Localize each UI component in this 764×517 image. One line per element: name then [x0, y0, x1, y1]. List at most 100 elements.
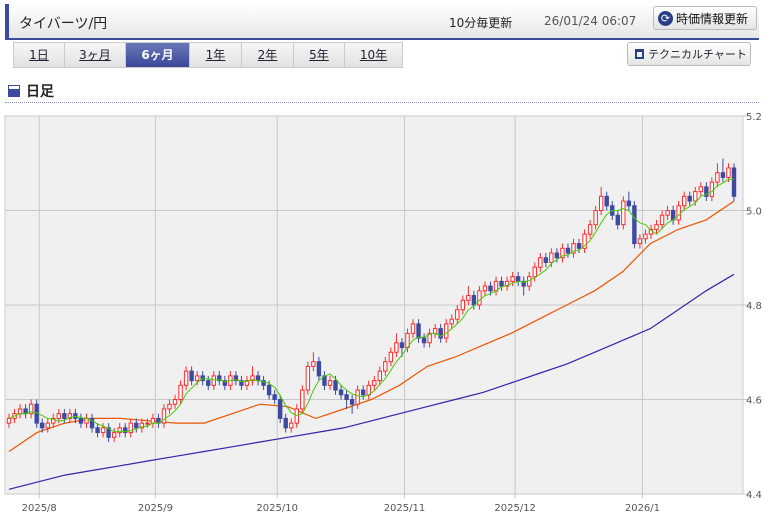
- x-tick-label: 2025/10: [256, 503, 298, 514]
- tab-2y[interactable]: 2年: [242, 43, 294, 67]
- candle: [444, 319, 449, 343]
- candle-body: [444, 323, 449, 339]
- candle-body: [499, 280, 504, 287]
- tab-1d[interactable]: 1日: [14, 43, 65, 67]
- candle-body: [206, 380, 211, 386]
- tab-5y[interactable]: 5年: [294, 43, 345, 67]
- candle: [477, 286, 482, 310]
- candle-body: [372, 380, 377, 386]
- candle-body: [416, 323, 421, 339]
- refresh-button[interactable]: ⟳ 時価情報更新: [653, 6, 757, 30]
- candle: [582, 229, 587, 254]
- candle: [250, 366, 255, 386]
- candle-body: [460, 299, 466, 311]
- candle: [172, 394, 178, 409]
- candle-body: [51, 417, 56, 424]
- tab-6m[interactable]: 6ヶ月: [126, 43, 190, 67]
- candle-body: [731, 167, 737, 197]
- candle-body: [289, 422, 294, 429]
- candle: [111, 427, 117, 443]
- candle-body: [532, 266, 537, 278]
- candle-body: [383, 361, 388, 372]
- candle-body: [676, 205, 681, 221]
- candle-body: [366, 384, 371, 396]
- candle: [632, 201, 637, 249]
- candle: [532, 262, 537, 282]
- candle: [720, 158, 726, 183]
- window-icon: [635, 49, 644, 59]
- ma-mid-line: [8, 200, 735, 452]
- tab-1y[interactable]: 1年: [190, 43, 242, 67]
- candle-body: [95, 427, 100, 434]
- tab-10y[interactable]: 10年: [345, 43, 402, 67]
- candle: [305, 361, 311, 395]
- candle-body: [432, 328, 438, 334]
- x-tick-label: 2025/9: [138, 503, 173, 514]
- candle: [499, 276, 504, 291]
- candle-body: [394, 342, 399, 353]
- candle: [731, 163, 737, 202]
- candle-body: [576, 243, 582, 249]
- candle-body: [521, 280, 526, 287]
- candle-body: [598, 195, 604, 211]
- candle-body: [698, 186, 703, 193]
- candle: [388, 347, 394, 367]
- candle: [571, 238, 576, 258]
- candle-body: [410, 323, 416, 334]
- candle: [698, 182, 703, 197]
- update-interval: 10分毎更新: [449, 16, 513, 30]
- candle-body: [183, 370, 189, 386]
- tab-3m[interactable]: 3ヶ月: [65, 43, 126, 67]
- x-tick-label: 2025/11: [384, 503, 426, 514]
- candle: [244, 375, 250, 391]
- candle-body: [100, 427, 106, 434]
- candle: [106, 423, 111, 443]
- candle-body: [172, 399, 178, 405]
- candle: [261, 375, 266, 391]
- ma-long-line: [8, 273, 735, 490]
- candle-body: [355, 389, 360, 405]
- candle-body: [123, 427, 128, 434]
- candle-body: [150, 417, 156, 424]
- candle: [28, 399, 34, 419]
- timestamp: 26/01/24 06:07: [544, 14, 637, 28]
- candle: [471, 290, 477, 310]
- section-heading: 日足: [8, 81, 54, 101]
- candle: [222, 375, 228, 391]
- candle: [637, 234, 643, 249]
- candle-body: [637, 238, 643, 245]
- candle-body: [471, 295, 477, 306]
- candle: [211, 371, 216, 391]
- candle-body: [693, 191, 698, 202]
- technical-chart-button[interactable]: テクニカルチャート: [627, 42, 751, 66]
- candle: [587, 219, 593, 239]
- candle-body: [62, 413, 67, 419]
- candle: [543, 253, 549, 268]
- candle-body: [316, 361, 322, 377]
- candle: [239, 375, 244, 391]
- candle-body: [399, 342, 405, 349]
- ma-short-line: [8, 178, 734, 433]
- candle-body: [421, 337, 427, 344]
- divider: [5, 102, 759, 103]
- page-title: タイバーツ/円: [19, 16, 108, 32]
- candle: [455, 305, 460, 324]
- candle-body: [715, 172, 720, 183]
- candle-body: [194, 375, 200, 382]
- candle-body: [438, 328, 443, 339]
- candle-body: [632, 205, 637, 245]
- candle: [643, 229, 648, 244]
- candle: [95, 423, 100, 438]
- candle-body: [106, 427, 111, 438]
- candle: [283, 413, 288, 433]
- candle-body: [117, 427, 122, 434]
- candle: [659, 210, 665, 230]
- candle: [289, 418, 294, 433]
- candle: [421, 333, 427, 348]
- candle-body: [427, 332, 432, 344]
- candle: [449, 314, 454, 329]
- candle: [355, 385, 360, 409]
- candle-body: [349, 399, 355, 405]
- candle: [183, 366, 189, 391]
- candle: [593, 205, 598, 230]
